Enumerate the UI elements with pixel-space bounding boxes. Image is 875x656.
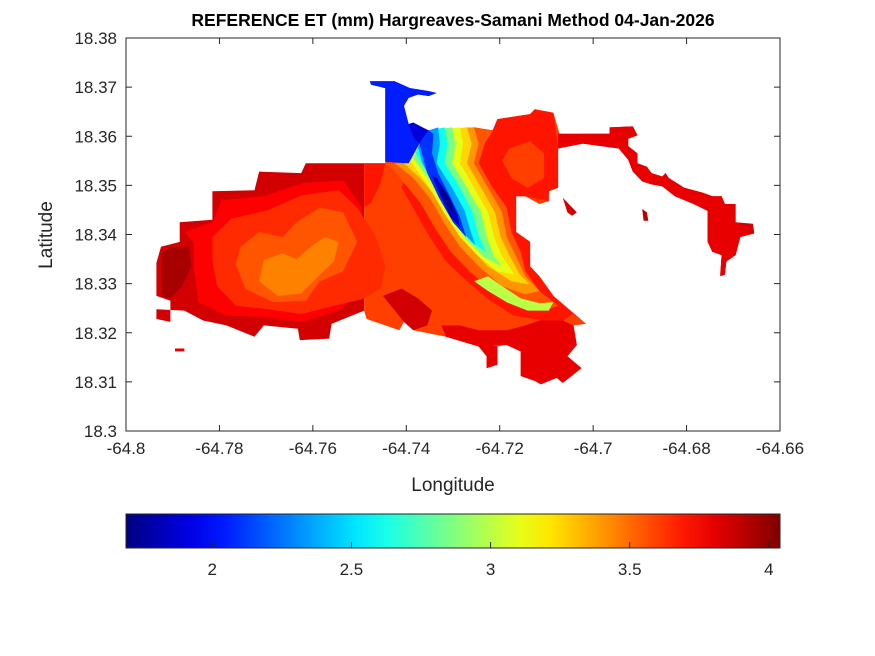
colorbar: 2 2.5 3 3.5 4 xyxy=(125,513,781,579)
contour-band xyxy=(502,141,545,188)
x-tick-label: -64.8 xyxy=(107,439,146,458)
contour-band xyxy=(474,276,554,311)
y-tick-label: 18.31 xyxy=(74,373,117,392)
y-tick-label: 18.37 xyxy=(74,78,117,97)
y-tick-label: 18.32 xyxy=(74,324,117,343)
map-plot-area xyxy=(125,37,781,432)
x-tick-label: -64.74 xyxy=(382,439,430,458)
x-tick-label: -64.78 xyxy=(195,439,243,458)
contour-band xyxy=(439,187,456,215)
contour-band xyxy=(259,237,339,296)
y-axis-label: Latitude xyxy=(36,201,57,269)
contour-band xyxy=(441,319,582,385)
y-tick-label: 18.36 xyxy=(74,127,117,146)
colorbar-tick-label: 2.5 xyxy=(340,560,364,579)
y-tick-label: 18.34 xyxy=(74,226,117,245)
land-region-islet-east xyxy=(642,209,649,221)
contour-band xyxy=(558,126,750,275)
contour-band xyxy=(382,288,432,331)
x-axis-label: Longitude xyxy=(411,475,494,496)
chart-title: REFERENCE ET (mm) Hargreaves-Samani Meth… xyxy=(191,10,714,30)
contour-band xyxy=(408,122,429,144)
x-tick-label: -64.68 xyxy=(662,439,710,458)
y-tick-label: 18.33 xyxy=(74,275,117,294)
et-contour-map xyxy=(156,81,755,385)
contour-band xyxy=(161,246,192,299)
land-region-islet-west xyxy=(175,348,185,352)
x-tick-label: -64.72 xyxy=(476,439,524,458)
contour-band xyxy=(369,81,437,164)
colorbar-tick-label: 3 xyxy=(486,560,495,579)
y-tick-label: 18.35 xyxy=(74,176,117,195)
y-axis: 18.3 18.31 18.32 18.33 18.34 18.35 18.36 18.37 1… xyxy=(74,29,780,441)
y-tick-label: 18.38 xyxy=(74,29,117,48)
x-axis: -64.8 -64.78 -64.76 -64.74 -64.72 -64.7 -64.68… xyxy=(107,38,804,458)
colorbar-ticks: 2 2.5 3 3.5 4 xyxy=(208,542,774,579)
x-tick-label: -64.66 xyxy=(756,439,804,458)
colorbar-tick-label: 4 xyxy=(764,560,773,579)
colorbar-gradient xyxy=(125,513,781,549)
colorbar-tick-label: 2 xyxy=(208,560,217,579)
x-tick-label: -64.7 xyxy=(574,439,613,458)
y-tick-label: 18.3 xyxy=(84,422,117,441)
colorbar-tick-label: 3.5 xyxy=(618,560,642,579)
x-tick-label: -64.76 xyxy=(289,439,337,458)
land-region-islet-south xyxy=(562,197,577,216)
